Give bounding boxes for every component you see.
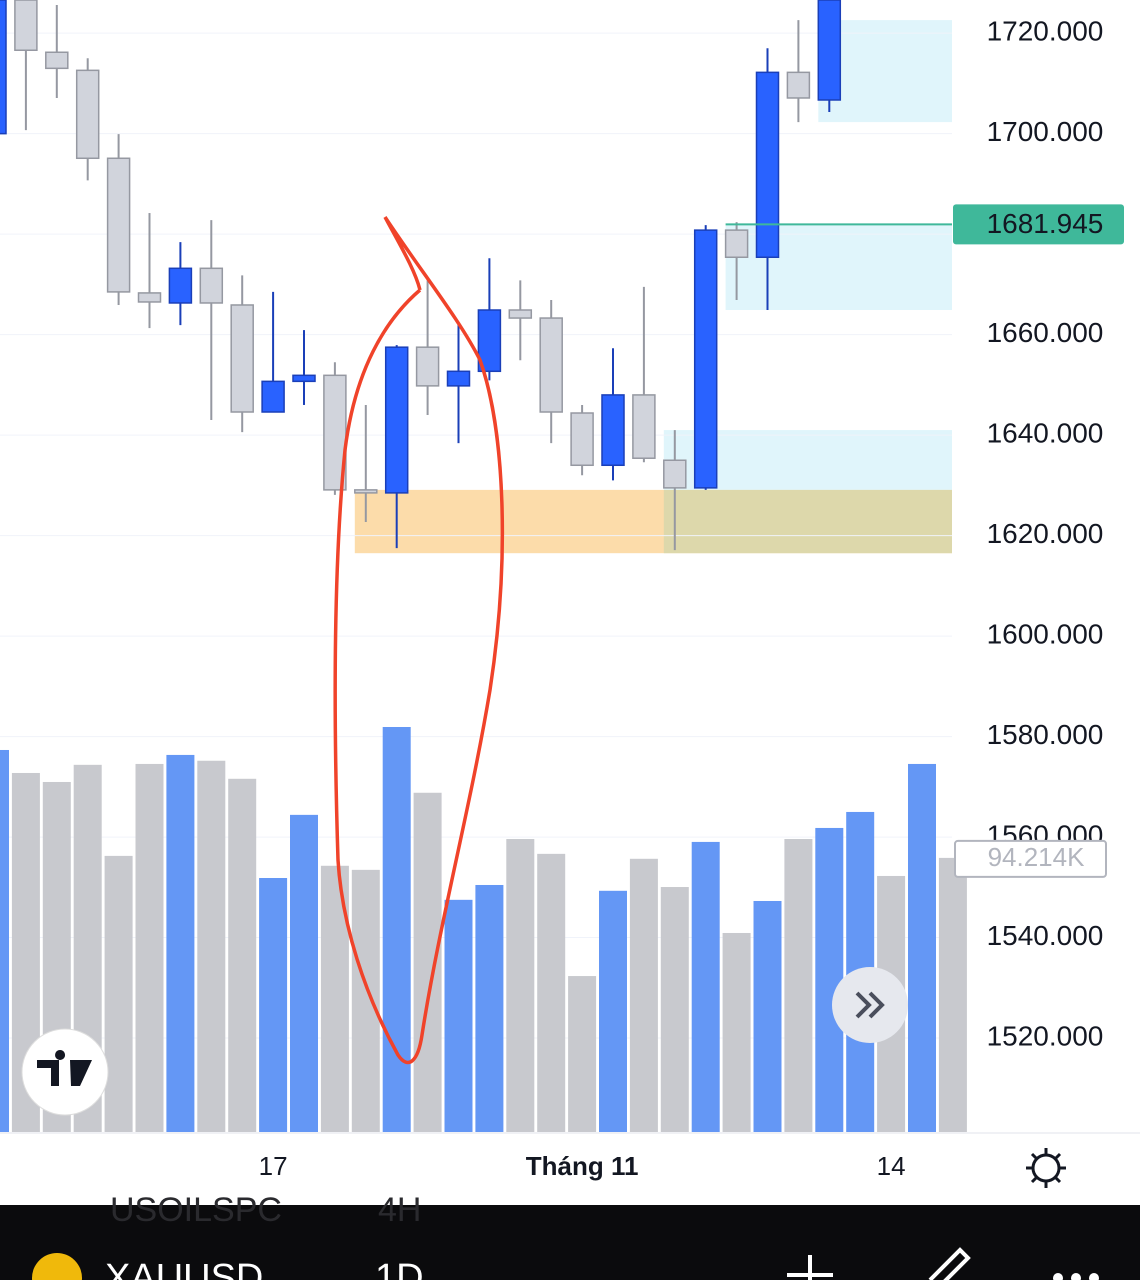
volume-bar xyxy=(444,899,473,1132)
candle-body xyxy=(755,71,780,258)
volume-bar xyxy=(351,869,380,1132)
draw-button[interactable] xyxy=(928,1247,971,1280)
logo-circle xyxy=(21,1028,109,1116)
candle-body xyxy=(601,394,625,467)
candle-body xyxy=(817,0,842,101)
y-tick-label: 1540.000 xyxy=(987,920,1104,951)
volume-bar xyxy=(135,763,164,1132)
add-button[interactable] xyxy=(787,1255,833,1280)
volume-bar xyxy=(629,858,658,1132)
y-tick-label: 1720.000 xyxy=(987,16,1104,47)
gear-teeth xyxy=(1026,1148,1066,1188)
candle-body xyxy=(230,304,254,413)
candle-body xyxy=(292,374,316,383)
volume-label: 94.214K xyxy=(988,842,1086,872)
y-tick-label: 1520.000 xyxy=(987,1020,1104,1051)
candle-body xyxy=(539,317,563,413)
volume-bar xyxy=(506,839,535,1132)
hand-drawn-annotation xyxy=(333,216,505,1065)
volume-label-box xyxy=(954,839,1107,878)
volume-bar xyxy=(815,827,844,1132)
candles xyxy=(0,0,842,551)
price-axis: 1520.0001540.0001560.0001580.0001600.000… xyxy=(259,16,1124,1181)
y-tick-label: 1660.000 xyxy=(987,317,1104,348)
volume-bar xyxy=(166,754,195,1132)
y-tick-label: 1640.000 xyxy=(987,418,1104,449)
candle-body xyxy=(663,459,687,489)
volume-bar xyxy=(0,749,9,1132)
volume-bar xyxy=(568,976,597,1132)
logo-mark xyxy=(37,1050,92,1086)
candle-body xyxy=(508,309,533,319)
y-tick-label: 1600.000 xyxy=(987,618,1104,649)
y-tick-label: 1580.000 xyxy=(987,719,1104,750)
volume-bar xyxy=(753,900,782,1132)
y-tick-label: 1620.000 xyxy=(987,518,1104,549)
candle-body xyxy=(632,394,656,459)
prev-interval: 4H xyxy=(378,1191,421,1229)
chevrons xyxy=(855,991,885,1019)
volume-bar xyxy=(691,841,720,1132)
last-price-label: 1681.945 xyxy=(987,208,1104,239)
scroll-to-latest[interactable] xyxy=(832,967,908,1043)
x-tick-label: 14 xyxy=(877,1151,906,1181)
volume-bar xyxy=(537,853,566,1132)
symbol[interactable]: XAUUSD xyxy=(105,1257,263,1280)
volume-bar xyxy=(938,857,967,1132)
x-tick-label: Tháng 11 xyxy=(526,1151,639,1181)
candle-body xyxy=(75,69,100,160)
tradingview-logo[interactable] xyxy=(21,1028,109,1116)
candle-body xyxy=(786,71,811,99)
volume-bar xyxy=(290,814,318,1132)
candle-body xyxy=(45,51,69,70)
candle-body xyxy=(446,370,471,387)
symbol-icon xyxy=(32,1253,82,1280)
prev-symbol: USOILSPC xyxy=(110,1191,282,1229)
candle-body xyxy=(14,0,38,51)
interval[interactable]: 1D xyxy=(375,1257,424,1280)
volume-bar xyxy=(197,760,226,1132)
candle-body xyxy=(415,346,440,387)
candle-body xyxy=(261,380,285,413)
volume-bar xyxy=(599,890,627,1132)
candle-body xyxy=(106,157,131,293)
volume-bar xyxy=(475,884,504,1132)
volume-bar xyxy=(228,778,257,1132)
settings[interactable] xyxy=(1026,1148,1066,1188)
candle-body xyxy=(168,267,193,304)
volume-bar xyxy=(908,763,936,1132)
candle-body xyxy=(570,412,594,467)
candle-body xyxy=(693,229,718,489)
zones xyxy=(354,20,952,554)
volume-bar xyxy=(784,839,813,1132)
gear-icon xyxy=(1031,1153,1061,1183)
volume-bar xyxy=(259,878,288,1132)
volume-bar xyxy=(104,855,133,1132)
candle-body xyxy=(384,346,409,494)
volume-bar xyxy=(722,932,751,1132)
volume-bar xyxy=(382,727,411,1132)
last-price-box xyxy=(953,204,1124,245)
y-tick-label: 1700.000 xyxy=(987,116,1104,147)
volume xyxy=(0,727,967,1132)
candle-body xyxy=(477,309,502,373)
more-button[interactable] xyxy=(1053,1273,1099,1280)
x-tick-label: 17 xyxy=(259,1151,288,1181)
candle-body xyxy=(137,292,162,303)
toolbar xyxy=(0,1205,1140,1280)
candle-body xyxy=(354,489,378,494)
candle-body xyxy=(0,0,7,135)
volume-bar xyxy=(660,887,689,1132)
volume-bar xyxy=(413,792,442,1132)
zone xyxy=(663,489,952,554)
candle-body xyxy=(724,229,749,258)
candle-body xyxy=(199,267,224,304)
